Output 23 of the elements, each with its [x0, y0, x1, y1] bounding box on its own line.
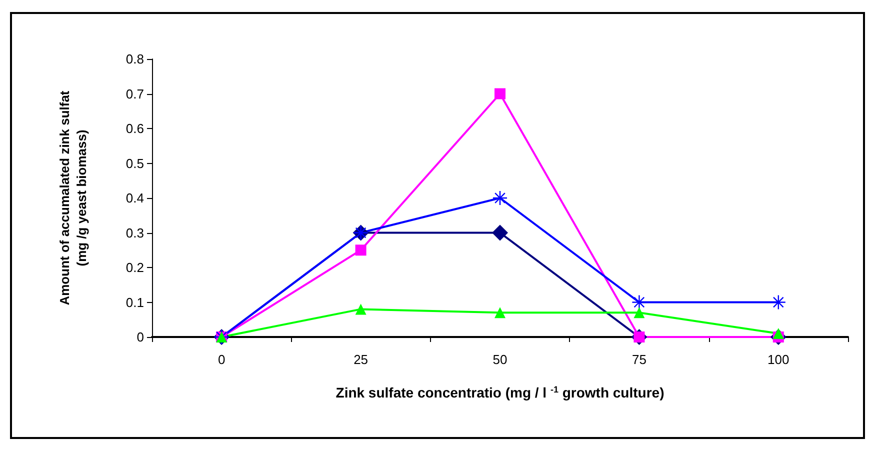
x-tick-label: 0: [218, 352, 226, 367]
y-tick-label: 0.3: [126, 225, 144, 240]
x-tick-label: 50: [492, 352, 508, 367]
point: [492, 190, 508, 206]
x-axis-title: Zink sulfate concentratio (mg / l -1 growth culture): [336, 384, 664, 400]
point: [634, 307, 645, 318]
point: [492, 224, 508, 241]
point: [494, 88, 506, 100]
y-tick-label: 0.7: [126, 86, 144, 102]
y-tick-label: 0.4: [126, 190, 144, 206]
y-tick-label: 0: [136, 330, 144, 344]
x-tick-label: 100: [768, 352, 790, 367]
point: [494, 307, 506, 318]
y-tick-label: 0.1: [126, 294, 144, 310]
y-tick-label: 0.5: [126, 156, 144, 171]
y-tick-label: 0.6: [126, 121, 144, 136]
x-tick-label: 25: [354, 352, 368, 367]
y-tick-label: 0.2: [126, 260, 144, 275]
y-axis-title: Amount of accumalated zink sulfat (mg /g yeast biomass): [57, 90, 89, 306]
x-tick-label: 75: [632, 352, 646, 367]
point: [355, 304, 366, 315]
y-tick-label: 0.8: [126, 52, 144, 66]
point: [355, 244, 366, 256]
